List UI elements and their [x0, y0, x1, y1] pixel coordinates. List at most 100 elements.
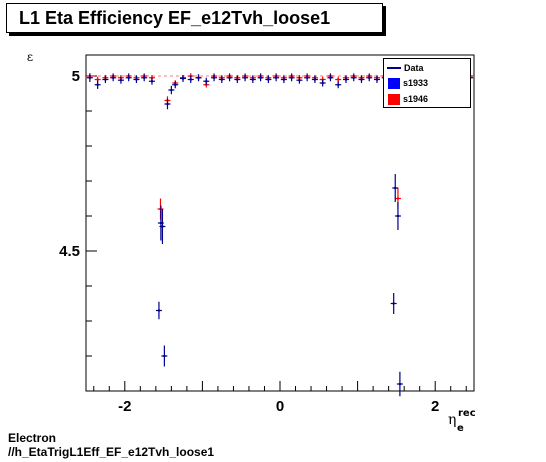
point-marker [220, 78, 223, 81]
point-marker [157, 309, 160, 312]
point-marker [205, 80, 208, 83]
footer-histogram-path: //h_EtaTrigL1Eff_EF_e12Tvh_loose1 [8, 445, 215, 459]
data-point [155, 301, 162, 320]
data-point [161, 345, 168, 367]
point-marker [306, 76, 309, 79]
data-point [172, 81, 179, 89]
data-point [159, 209, 166, 244]
data-point [168, 85, 175, 95]
point-marker [96, 78, 99, 81]
data-point [327, 74, 334, 82]
data-point [288, 74, 295, 82]
data-point [125, 74, 132, 82]
point-marker [282, 78, 285, 81]
point-marker [96, 83, 99, 86]
data-point [273, 74, 280, 82]
point-marker [290, 76, 293, 79]
data-point [265, 76, 272, 83]
point-marker [267, 78, 270, 81]
data-point [94, 80, 101, 89]
x-tick-label: -2 [118, 398, 131, 415]
data-point [180, 74, 186, 82]
point-marker [368, 76, 371, 79]
plot-title: L1 Eta Efficiency EF_e12Tvh_loose1 [6, 3, 383, 33]
data-point [249, 76, 256, 83]
y-tick-label: 5 [72, 68, 80, 85]
data-point [304, 74, 311, 82]
data-marks [86, 73, 474, 397]
point-marker [143, 76, 146, 79]
legend-entry-data: Data [384, 61, 424, 75]
point-marker [182, 77, 184, 80]
point-marker [337, 78, 340, 81]
legend-label: s1946 [403, 94, 429, 104]
point-marker [88, 76, 91, 79]
data-point [257, 74, 264, 82]
point-marker [119, 79, 122, 82]
point-marker [275, 76, 278, 79]
legend-entry-s1933: s1933 [384, 76, 428, 90]
point-marker [396, 215, 399, 217]
data-point [117, 76, 124, 84]
legend-entry-s1946: s1946 [384, 92, 428, 106]
axes: -2 0 2 4.5 5 [59, 68, 474, 415]
point-marker [396, 197, 399, 200]
point-marker [392, 302, 395, 305]
data-point [226, 74, 233, 82]
point-marker [360, 78, 363, 81]
point-marker [321, 82, 324, 84]
point-marker [166, 103, 169, 105]
data-point [350, 74, 357, 82]
data-point [342, 76, 349, 83]
data-point [358, 76, 365, 83]
point-marker [213, 76, 216, 79]
legend-label: s1933 [403, 78, 429, 88]
point-marker [135, 78, 138, 81]
footer-particle: Electron [8, 431, 57, 445]
point-marker [398, 383, 401, 385]
data-point [374, 76, 380, 83]
point-marker [197, 76, 200, 79]
point-marker [170, 89, 173, 91]
point-marker [161, 225, 164, 228]
x-tick-label: 0 [276, 398, 284, 415]
point-marker [259, 76, 262, 79]
data-point [234, 76, 241, 83]
point-marker [329, 76, 332, 79]
data-point [86, 73, 93, 82]
data-point [141, 74, 148, 82]
data-point [187, 76, 194, 83]
legend-label: Data [404, 63, 424, 73]
legend: Data s1933 s1946 [383, 58, 471, 108]
point-marker [337, 83, 340, 86]
x-axis-label-sup: rec [458, 408, 476, 419]
data-point [211, 74, 218, 82]
data-point [218, 76, 225, 83]
point-marker [163, 355, 166, 357]
data-point [133, 76, 140, 83]
data-point [392, 174, 399, 202]
point-marker [352, 76, 355, 79]
point-marker [150, 80, 153, 83]
data-point [394, 202, 401, 230]
point-marker [112, 76, 115, 79]
data-point [102, 76, 109, 83]
x-tick-label: 2 [431, 398, 439, 415]
point-marker [127, 76, 130, 79]
point-marker [189, 78, 192, 81]
y-tick-label: 4.5 [59, 243, 80, 260]
point-marker [228, 76, 231, 79]
y-axis-label: ε [27, 50, 33, 64]
point-marker [344, 78, 347, 81]
data-point [280, 76, 287, 83]
data-point [296, 76, 303, 84]
data-point [203, 77, 210, 85]
x-axis-label-sub: e [457, 423, 464, 434]
point-marker [394, 187, 397, 189]
point-marker [159, 222, 162, 224]
data-point [195, 74, 202, 82]
legend-box-swatch [388, 77, 400, 89]
point-marker [174, 83, 177, 86]
legend-box-swatch [388, 93, 400, 105]
x-axis-label: η [448, 412, 456, 428]
